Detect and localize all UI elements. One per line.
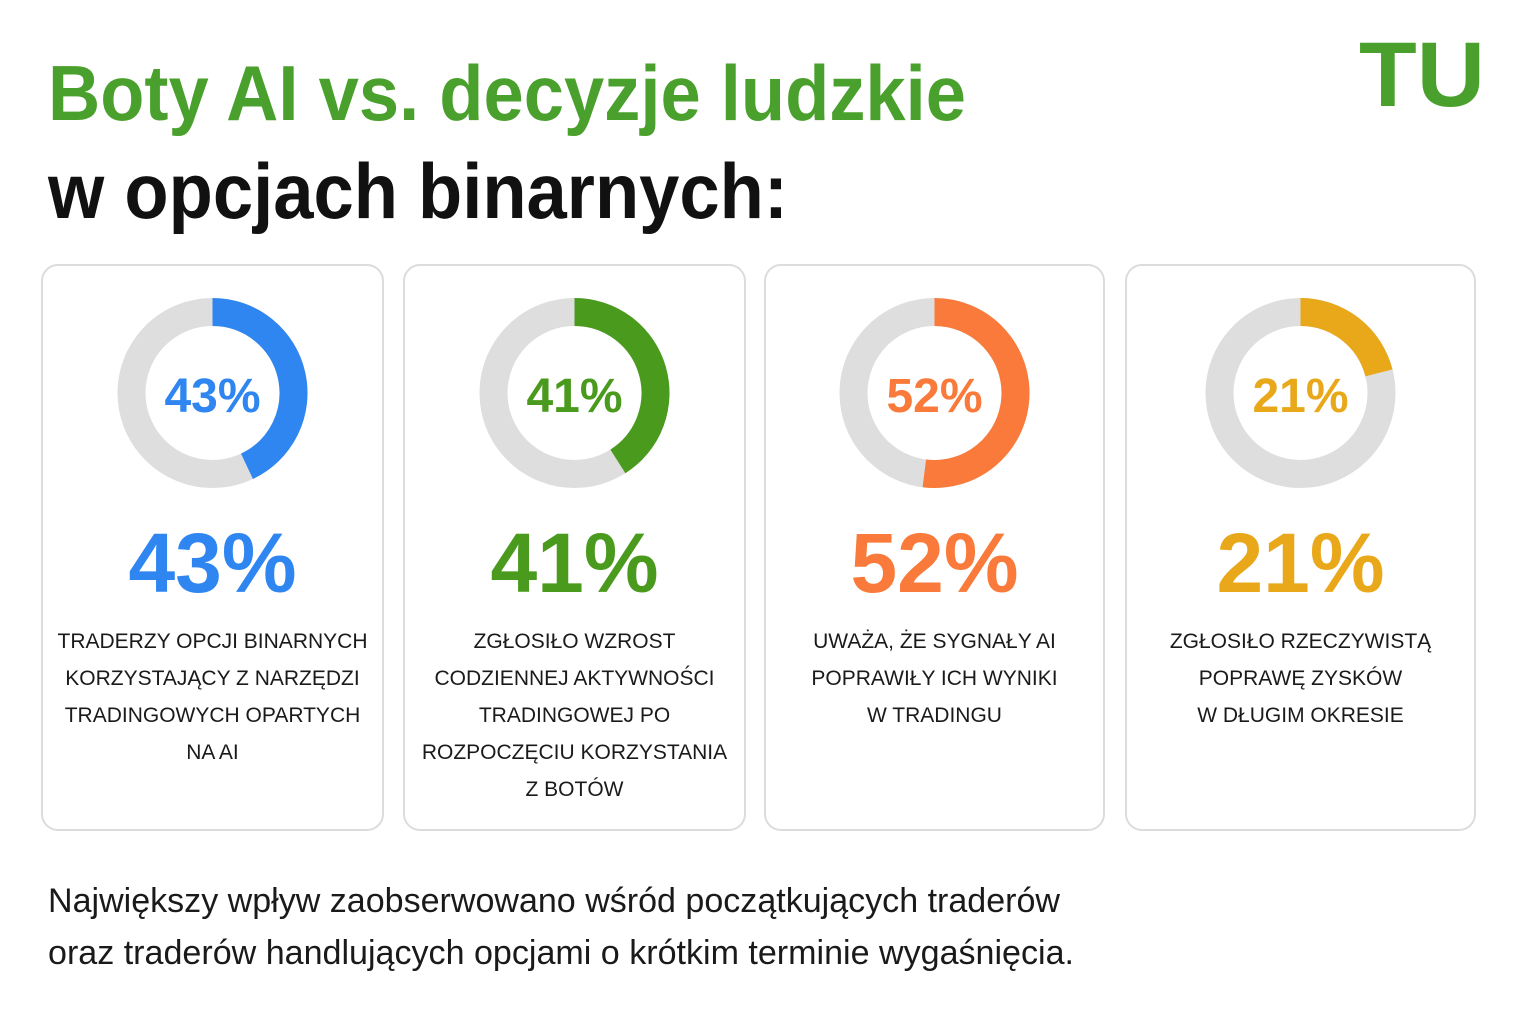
description-line: POPRAWĘ ZYSKÓW — [1199, 667, 1403, 690]
donut-label: 43% — [164, 370, 260, 423]
description-line: CODZIENNEJ AKTYWNOŚCI — [434, 666, 714, 690]
description-line: ZGŁOSIŁO WZROST — [474, 630, 676, 653]
description-line: W DŁUGIM OKRESIE — [1197, 704, 1404, 727]
description-line: ROZPOCZĘCIU KORZYSTANIA — [422, 741, 727, 764]
description-line: NA AI — [186, 741, 239, 764]
title-line-1: Boty AI vs. decyzje ludzkie — [48, 49, 966, 137]
donut-arc — [212, 298, 308, 479]
big-value: 21% — [1216, 516, 1384, 610]
description-line: POPRAWIŁY ICH WYNIKI — [811, 667, 1057, 690]
big-value: 52% — [850, 516, 1018, 610]
footer-line: Największy wpływ zaobserwowano wśród poc… — [48, 882, 1060, 920]
logo: TU — [1359, 24, 1485, 126]
title-line-2: w opcjach binarnych: — [47, 147, 788, 235]
donut-arc — [922, 298, 1030, 488]
donut-label: 41% — [526, 370, 622, 423]
description-line: TRADINGOWEJ PO — [479, 704, 670, 727]
donut-arc — [1299, 298, 1393, 377]
description-line: W TRADINGU — [867, 704, 1002, 727]
description-line: Z BOTÓW — [526, 778, 624, 801]
description-line: UWAŻA, ŻE SYGNAŁY AI — [813, 630, 1056, 653]
big-value: 43% — [128, 516, 296, 610]
donut-label: 52% — [886, 370, 982, 423]
description-line: KORZYSTAJĄCY Z NARZĘDZI — [65, 667, 359, 690]
donut-arc — [574, 298, 670, 474]
donut-label: 21% — [1252, 370, 1348, 423]
footer-line: oraz traderów handlujących opcjami o kró… — [48, 934, 1074, 972]
cards: 43% 43% TRADERZY OPCJI BINARNYCH KORZYSTAJĄ… — [41, 264, 1476, 831]
big-value: 41% — [490, 516, 658, 610]
description-line: TRADERZY OPCJI BINARNYCH — [58, 630, 368, 653]
description-line: TRADINGOWYCH OPARTYCH — [65, 704, 361, 727]
description-line: ZGŁOSIŁO RZECZYWISTĄ — [1170, 630, 1432, 653]
